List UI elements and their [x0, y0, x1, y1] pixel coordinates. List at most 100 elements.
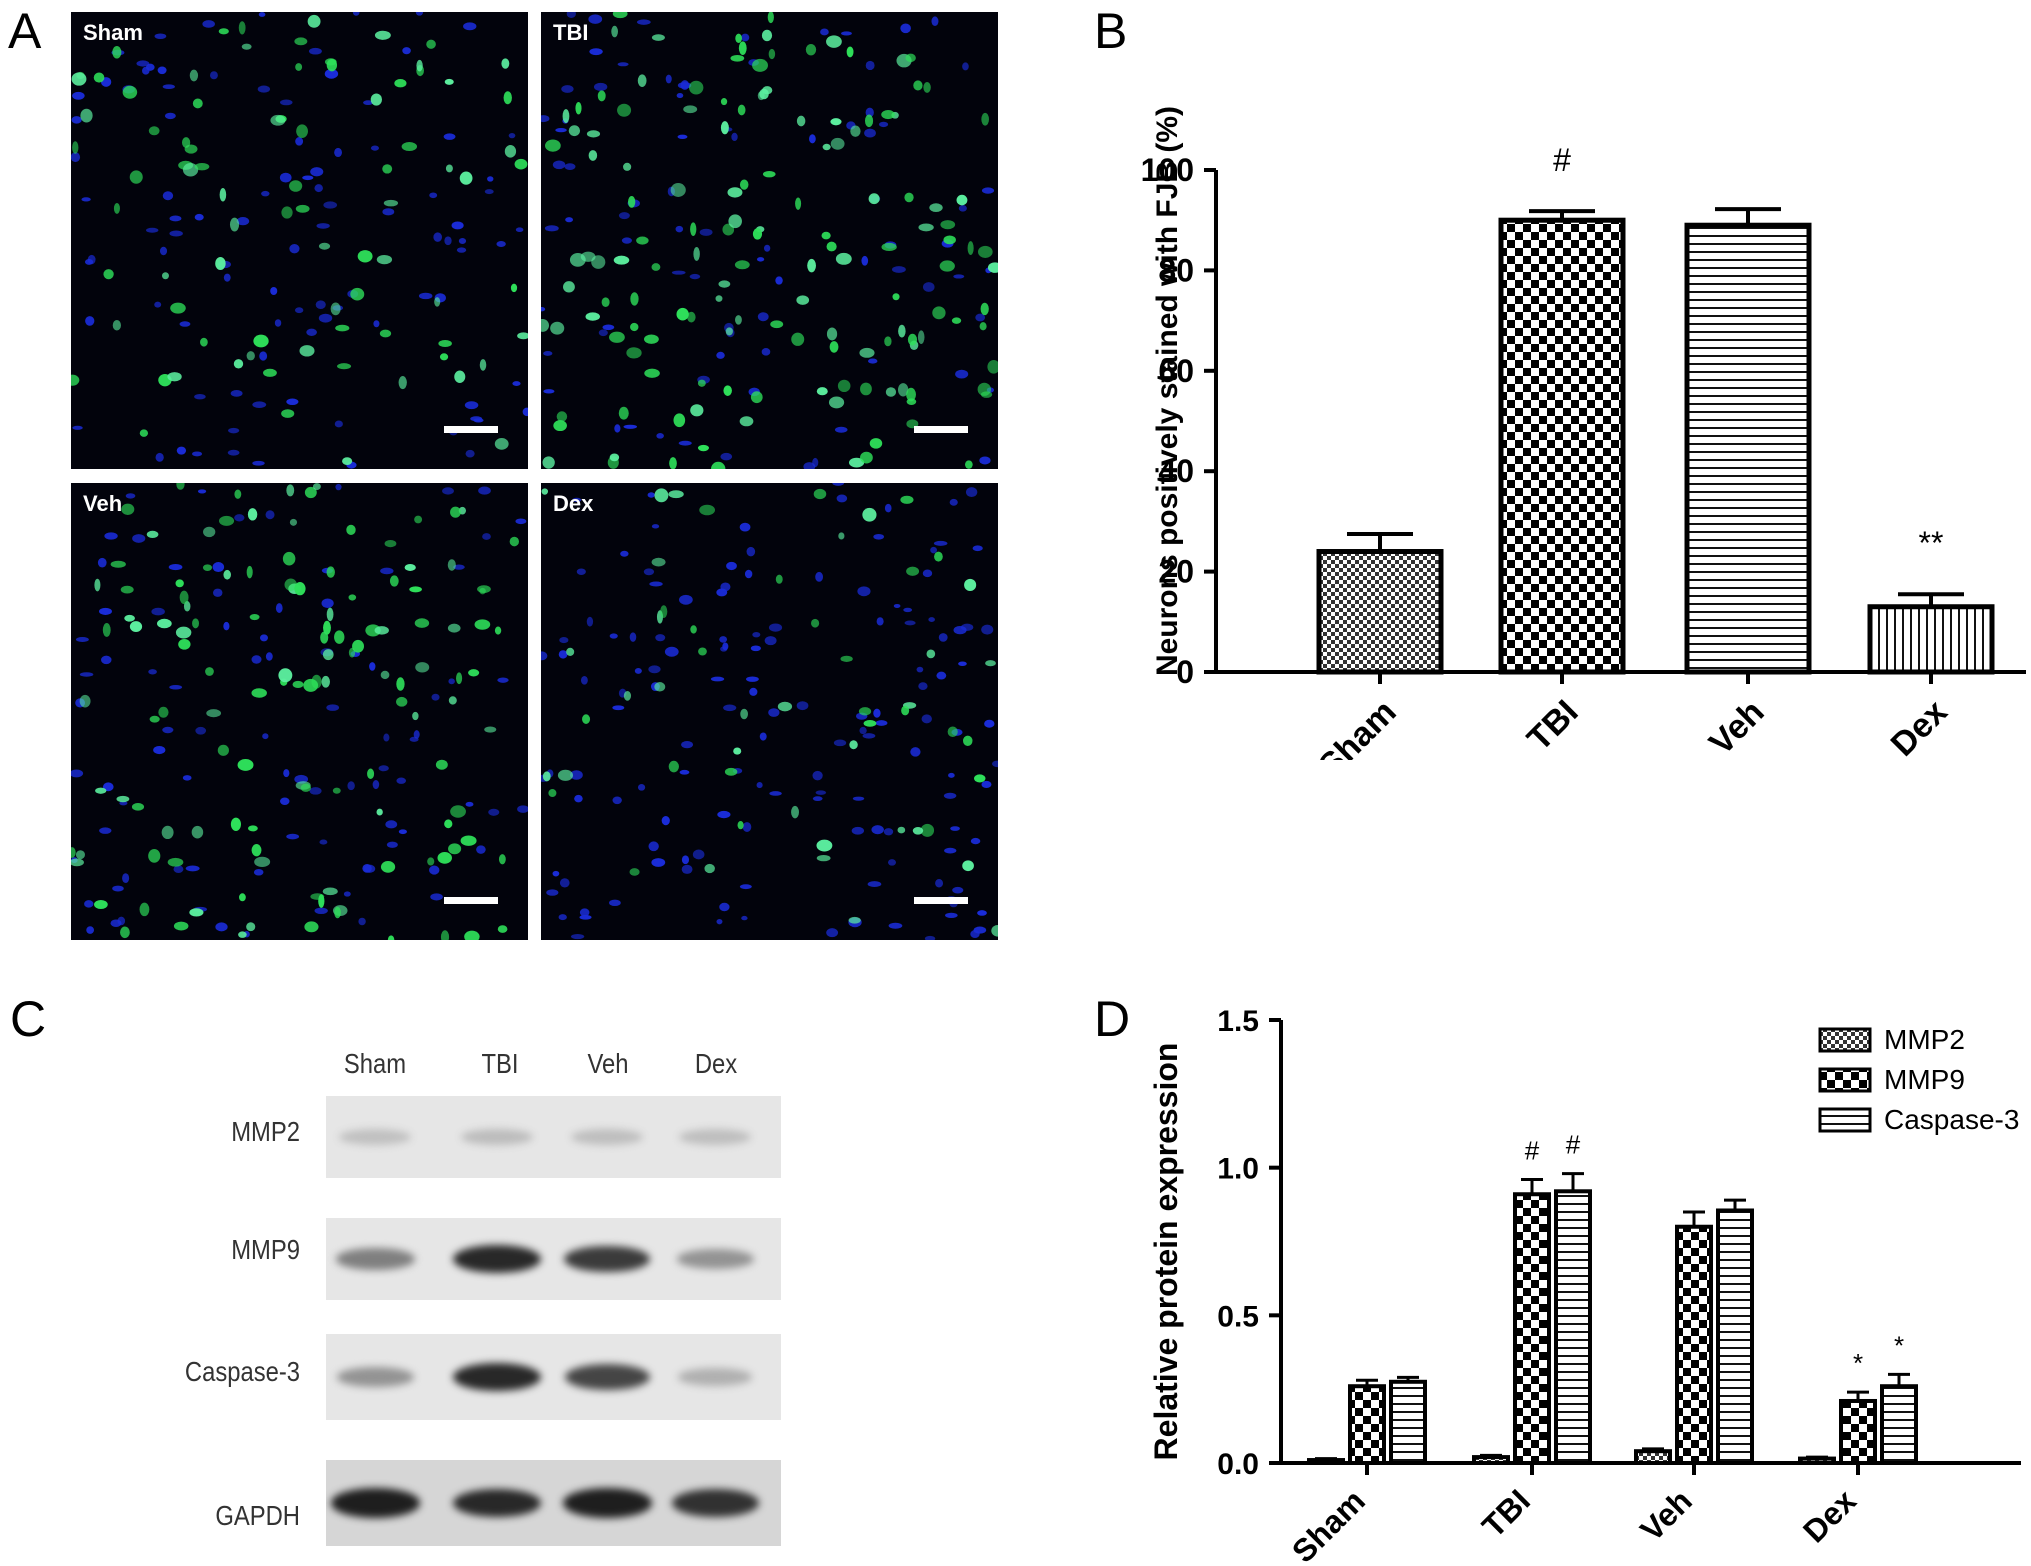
nucleus: [865, 107, 874, 118]
nucleus: [283, 769, 290, 778]
nucleus: [363, 100, 374, 106]
nucleus: [623, 424, 638, 429]
cell: [967, 241, 974, 255]
blot-band: [330, 1488, 420, 1518]
nucleus: [252, 401, 267, 408]
chart-d: 0.0 0.5 1.0 1.5 Relative protein expression S…: [1148, 1005, 2021, 1566]
nucleus: [257, 85, 271, 93]
cell: [611, 25, 618, 38]
cell: [80, 108, 93, 123]
nucleus: [157, 66, 167, 75]
nucleus: [710, 676, 725, 682]
cell: [170, 302, 186, 314]
cell: [247, 825, 258, 832]
cell: [503, 91, 512, 105]
cell: [205, 667, 214, 676]
cell: [586, 130, 601, 138]
cell: [129, 170, 143, 184]
bar: [1684, 222, 1812, 675]
cell: [387, 935, 395, 940]
cell: [860, 382, 872, 396]
cell: [985, 660, 996, 667]
nucleus: [104, 532, 118, 540]
nucleus: [85, 316, 95, 326]
cell: [629, 868, 640, 876]
cell: [735, 315, 742, 325]
nucleus: [679, 594, 693, 605]
nucleus: [958, 661, 967, 667]
y-tick-label: 0.5: [1217, 1300, 1259, 1333]
nucleus: [637, 783, 646, 791]
cell: [907, 333, 918, 346]
cell: [864, 114, 874, 128]
nucleus: [621, 237, 632, 244]
cell: [791, 805, 799, 819]
cell: [965, 460, 973, 469]
cell: [612, 12, 628, 19]
cell: [182, 163, 199, 177]
cell: [690, 404, 704, 417]
nucleus: [99, 607, 112, 615]
nucleus: [602, 324, 615, 331]
nucleus: [873, 708, 881, 718]
bar: [1316, 549, 1444, 675]
cell: [752, 228, 763, 240]
cell: [93, 72, 105, 83]
nucleus: [464, 401, 479, 410]
nucleus: [310, 167, 324, 177]
cell: [869, 438, 883, 449]
cell: [468, 669, 480, 677]
blot-band: [453, 1362, 541, 1392]
cell: [233, 359, 244, 369]
x-tick-label: TBI: [1520, 693, 1586, 759]
nucleus: [559, 878, 570, 888]
nucleus: [258, 12, 266, 17]
nucleus: [815, 790, 827, 795]
cell: [367, 768, 375, 779]
cell: [542, 771, 551, 782]
cell: [737, 821, 744, 830]
cell: [881, 110, 895, 120]
nucleus: [979, 456, 991, 465]
cell: [79, 694, 91, 708]
nucleus: [970, 837, 981, 845]
bar: [1798, 1456, 1836, 1466]
cell: [651, 557, 666, 567]
cell: [158, 706, 169, 718]
cell: [848, 916, 861, 924]
nucleus: [227, 449, 240, 456]
cell: [71, 858, 84, 867]
nucleus: [319, 839, 328, 845]
nucleus: [315, 300, 326, 310]
bar: [1513, 1192, 1551, 1465]
cell: [156, 618, 172, 629]
nucleus: [955, 369, 969, 379]
nucleus: [453, 564, 465, 570]
cell: [454, 370, 466, 383]
cell: [838, 532, 845, 540]
cell: [630, 292, 639, 306]
cell: [670, 183, 686, 197]
cell: [775, 574, 783, 584]
nucleus: [261, 190, 270, 197]
cell: [412, 711, 419, 721]
nucleus: [125, 493, 136, 499]
cell: [591, 255, 606, 269]
nucleus: [154, 33, 167, 40]
legend-swatch: [1818, 1107, 1872, 1133]
nucleus: [871, 825, 884, 835]
nucleus: [372, 780, 380, 790]
nucleus: [484, 189, 494, 195]
nucleus: [280, 99, 293, 106]
blot-label-mmp2: MMP2: [231, 1116, 300, 1147]
cell: [122, 85, 138, 99]
cell: [251, 688, 267, 698]
nucleus: [744, 569, 753, 579]
cell: [161, 272, 169, 280]
blot-label-gapdh: GAPDH: [215, 1500, 300, 1531]
cell: [348, 647, 356, 658]
nucleus: [259, 634, 268, 642]
cell: [636, 236, 649, 245]
nucleus: [741, 33, 750, 42]
nucleus: [169, 215, 182, 222]
